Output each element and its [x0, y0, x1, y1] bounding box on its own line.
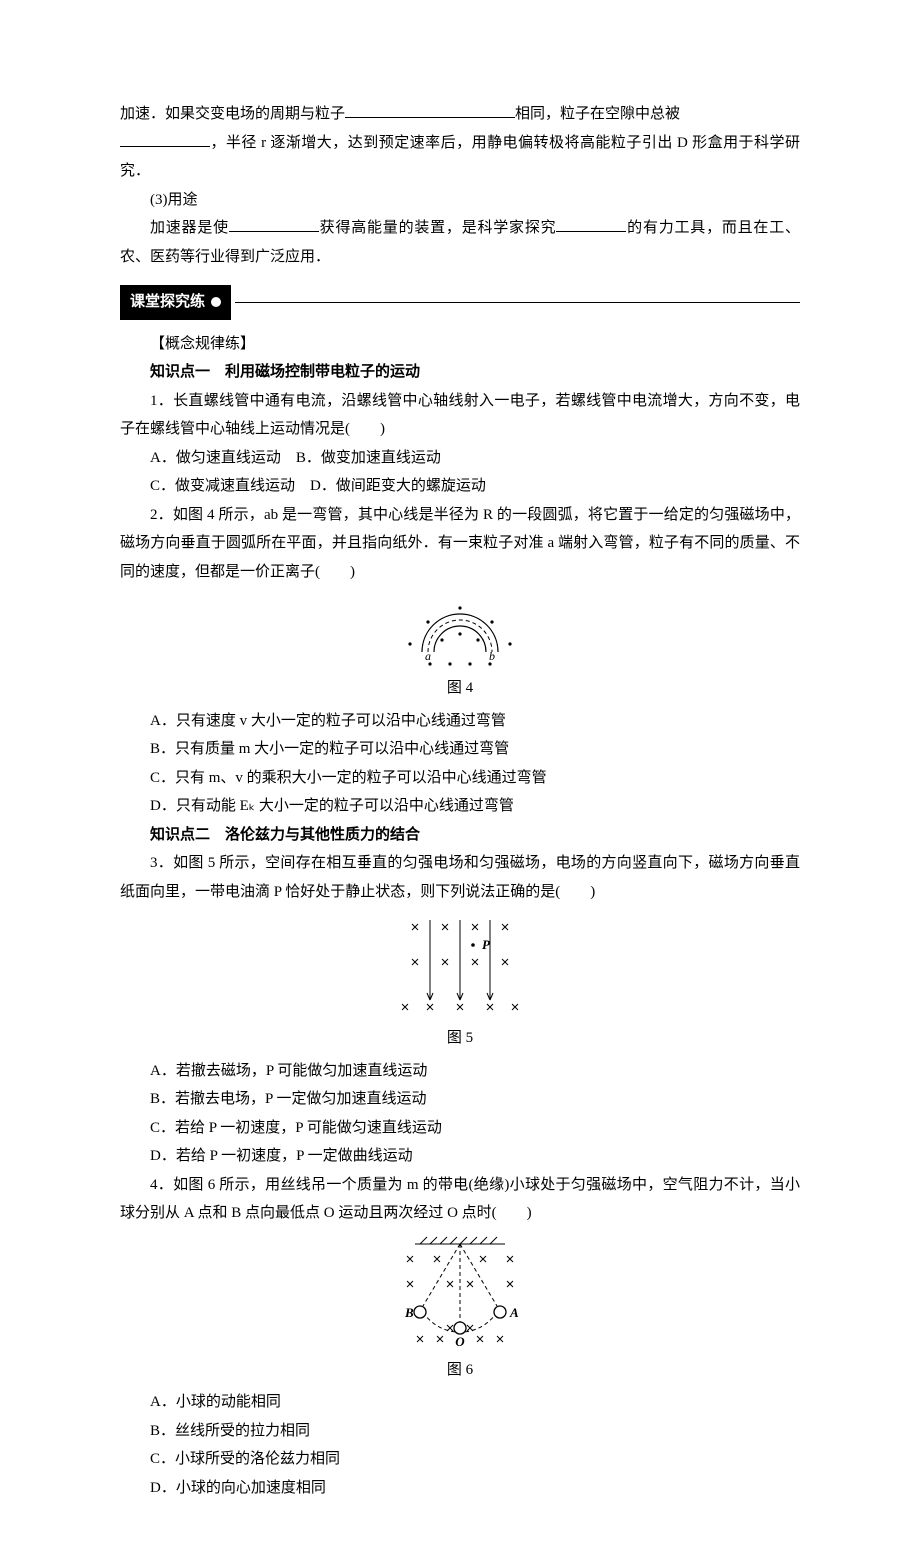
- text: ，半径 r 逐渐增大，达到预定速率后，用静电偏转极将高能粒子引出 D 形盒用于科…: [120, 135, 800, 180]
- q4-D: D．小球的向心加速度相同: [120, 1474, 800, 1503]
- q3-text: 3．如图 5 所示，空间存在相互垂直的匀强电场和匀强磁场，电场的方向竖直向下，磁…: [120, 849, 800, 906]
- fig6-O: O: [455, 1334, 465, 1349]
- fig4-wrap: a b: [120, 592, 800, 672]
- q2-B: B．只有质量 m 大小一定的粒子可以沿中心线通过弯管: [120, 735, 800, 764]
- text: 获得高能量的装置，是科学家探究: [319, 220, 556, 236]
- fig6-A: A: [509, 1305, 519, 1320]
- q1-opts-cd: C．做变减速直线运动 D．做间距变大的螺旋运动: [120, 472, 800, 501]
- q1-D: D．做间距变大的螺旋运动: [310, 478, 486, 494]
- intro-line2: ，半径 r 逐渐增大，达到预定速率后，用静电偏转极将高能粒子引出 D 形盒用于科…: [120, 129, 800, 186]
- text: 加速．如果交变电场的周期与粒子: [120, 106, 345, 122]
- q3-B: B．若撤去电场，P 一定做匀加速直线运动: [120, 1085, 800, 1114]
- fig4-a: a: [425, 649, 431, 663]
- fig5-svg: P: [385, 912, 535, 1022]
- blank-accel: [120, 130, 210, 147]
- fig6-B: B: [404, 1305, 414, 1320]
- q3-C: C．若给 P 一初速度，P 可能做匀速直线运动: [120, 1114, 800, 1143]
- q4-A: A．小球的动能相同: [120, 1388, 800, 1417]
- fig5-P: P: [482, 937, 491, 952]
- q3-D: D．若给 P 一初速度，P 一定做曲线运动: [120, 1142, 800, 1171]
- section-title: 课堂探究练: [130, 288, 205, 317]
- section-bar: 课堂探究练: [120, 285, 800, 320]
- knowledge-1-header: 知识点一 利用磁场控制带电粒子的运动: [120, 358, 800, 387]
- fig6-svg: B A O: [375, 1234, 545, 1354]
- fig6-cap: 图 6: [120, 1356, 800, 1385]
- text: 相同，粒子在空隙中总被: [515, 106, 680, 122]
- fig5-wrap: P: [120, 912, 800, 1022]
- blank-use1: [229, 216, 319, 233]
- q2-C: C．只有 m、v 的乘积大小一定的粒子可以沿中心线通过弯管: [120, 764, 800, 793]
- blank-period: [345, 102, 515, 119]
- q1-C: C．做变减速直线运动: [150, 478, 295, 494]
- fig4-b: b: [489, 649, 495, 663]
- q1-A: A．做匀速直线运动: [150, 450, 281, 466]
- q2-D: D．只有动能 Eₖ 大小一定的粒子可以沿中心线通过弯管: [120, 792, 800, 821]
- section-tab: 课堂探究练: [120, 285, 231, 320]
- q2-text: 2．如图 4 所示，ab 是一弯管，其中心线是半径为 R 的一段圆弧，将它置于一…: [120, 501, 800, 587]
- intro-use: 加速器是使获得高能量的装置，是科学家探究的有力工具，而且在工、农、医药等行业得到…: [120, 214, 800, 271]
- fig4-svg: a b: [380, 592, 540, 672]
- intro-line1: 加速．如果交变电场的周期与粒子 相同，粒子在空隙中总被: [120, 100, 800, 129]
- q4-text: 4．如图 6 所示，用丝线吊一个质量为 m 的带电(绝缘)小球处于匀强磁场中，空…: [120, 1171, 800, 1228]
- text: 加速器是使: [150, 220, 229, 236]
- q2-A: A．只有速度 v 大小一定的粒子可以沿中心线通过弯管: [120, 707, 800, 736]
- q4-B: B．丝线所受的拉力相同: [120, 1417, 800, 1446]
- knowledge-2-header: 知识点二 洛伦兹力与其他性质力的结合: [120, 821, 800, 850]
- dot-icon: [211, 297, 221, 307]
- q4-C: C．小球所受的洛伦兹力相同: [120, 1445, 800, 1474]
- q1-text: 1．长直螺线管中通有电流，沿螺线管中心轴线射入一电子，若螺线管中电流增大，方向不…: [120, 387, 800, 444]
- q3-A: A．若撤去磁场，P 可能做匀加速直线运动: [120, 1057, 800, 1086]
- fig6-wrap: B A O: [120, 1234, 800, 1354]
- q1-opts-ab: A．做匀速直线运动 B．做变加速直线运动: [120, 444, 800, 473]
- fig4-cap: 图 4: [120, 674, 800, 703]
- q1-B: B．做变加速直线运动: [296, 450, 441, 466]
- section-line: [235, 302, 800, 303]
- intro-item3: (3)用途: [120, 186, 800, 215]
- concept-header: 【概念规律练】: [120, 330, 800, 359]
- blank-use2: [556, 216, 626, 233]
- fig5-cap: 图 5: [120, 1024, 800, 1053]
